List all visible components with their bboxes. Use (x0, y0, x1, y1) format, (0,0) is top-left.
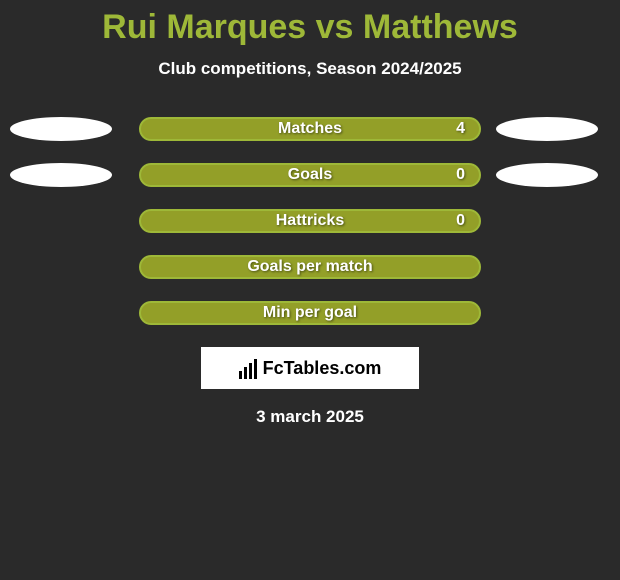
stat-label: Hattricks (276, 212, 344, 230)
stat-row-goals-per-match: Goals per match (0, 255, 620, 279)
stat-value: 0 (456, 212, 465, 230)
stat-row-goals: Goals 0 (0, 163, 620, 187)
stat-label: Min per goal (263, 304, 357, 322)
branding-badge: FcTables.com (201, 347, 419, 389)
date-label: 3 march 2025 (0, 407, 620, 427)
stat-bar: Matches 4 (139, 117, 481, 141)
page-title: Rui Marques vs Matthews (0, 8, 620, 47)
stat-row-min-per-goal: Min per goal (0, 301, 620, 325)
stat-row-matches: Matches 4 (0, 117, 620, 141)
stat-bar: Goals per match (139, 255, 481, 279)
stat-value: 0 (456, 166, 465, 184)
ellipse-right-icon (496, 117, 598, 141)
stat-bar: Min per goal (139, 301, 481, 325)
stat-label: Goals (288, 166, 332, 184)
stat-bar: Goals 0 (139, 163, 481, 187)
stat-row-hattricks: Hattricks 0 (0, 209, 620, 233)
ellipse-left-icon (10, 117, 112, 141)
stat-label: Goals per match (247, 258, 372, 276)
stat-label: Matches (278, 120, 342, 138)
stat-bar: Hattricks 0 (139, 209, 481, 233)
ellipse-left-icon (10, 163, 112, 187)
chart-bars-icon (239, 357, 257, 379)
subtitle: Club competitions, Season 2024/2025 (0, 59, 620, 79)
stat-value: 4 (456, 120, 465, 138)
ellipse-right-icon (496, 163, 598, 187)
main-container: Rui Marques vs Matthews Club competition… (0, 0, 620, 427)
branding-text: FcTables.com (263, 358, 382, 379)
